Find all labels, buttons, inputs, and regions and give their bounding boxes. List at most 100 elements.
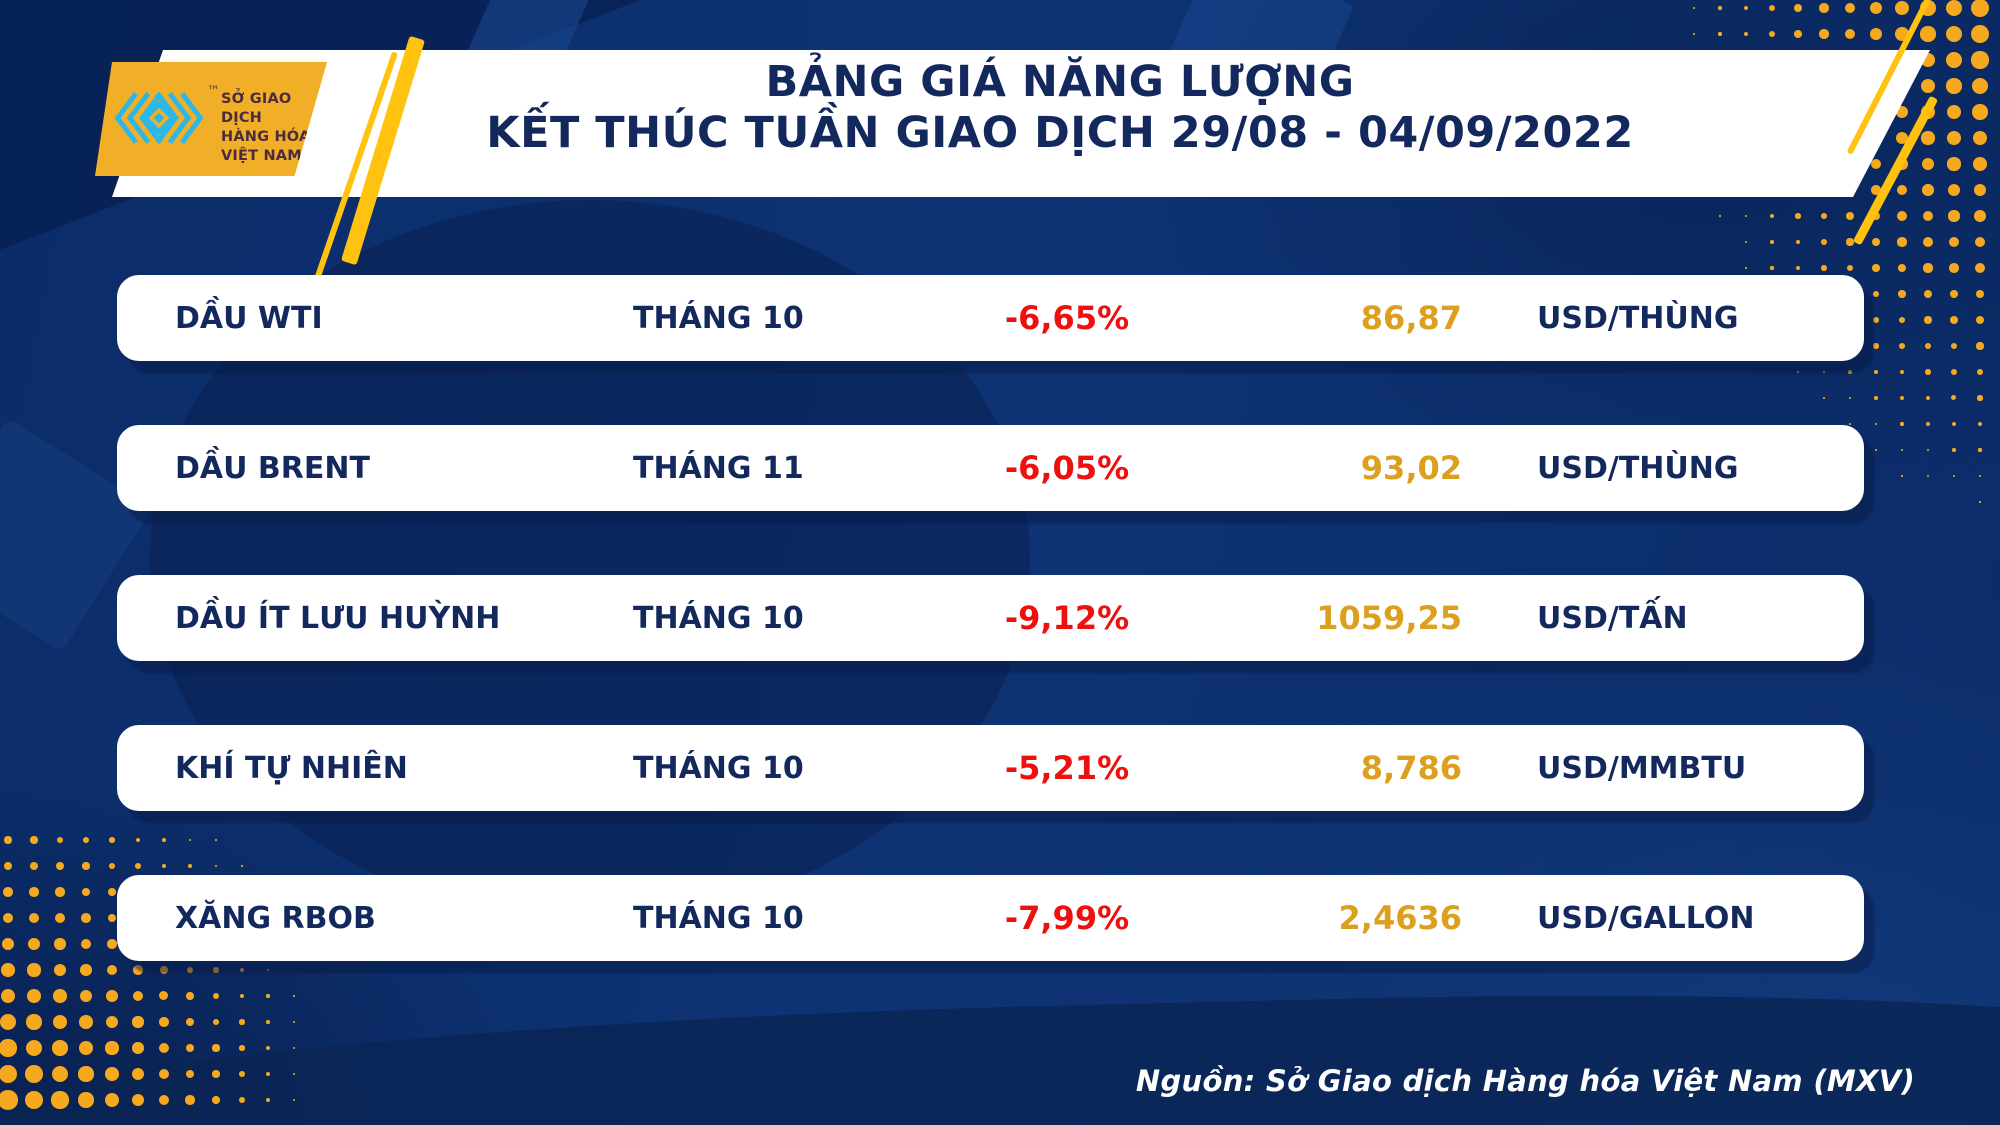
halftone-dot	[28, 938, 40, 950]
halftone-dot	[1693, 7, 1695, 9]
commodity-name: DẦU ÍT LƯU HUỲNH	[175, 600, 501, 636]
halftone-dot	[135, 863, 141, 869]
halftone-dot	[1849, 423, 1851, 425]
percent-change: -9,12%	[1004, 599, 1130, 637]
halftone-dot	[1844, 28, 1856, 40]
halftone-dot	[1820, 238, 1828, 246]
halftone-dot	[1846, 264, 1854, 272]
logo-line: SỞ GIAO DỊCH	[221, 91, 292, 127]
percent-change: -6,65%	[1004, 299, 1130, 337]
halftone-dot	[1950, 342, 1958, 350]
table-row: XĂNG RBOB THÁNG 10 -7,99% 2,4636 USD/GAL…	[117, 875, 1864, 961]
halftone-dot	[1922, 184, 1934, 196]
halftone-dot	[158, 1042, 170, 1054]
halftone-dot	[1846, 238, 1854, 246]
halftone-dot	[266, 1046, 270, 1050]
price-value: 1059,25	[1316, 599, 1462, 637]
halftone-dot	[1971, 77, 1989, 95]
halftone-dot	[1925, 395, 1931, 401]
halftone-dot	[1947, 157, 1961, 171]
halftone-dot	[1974, 210, 1986, 222]
halftone-dot	[1975, 289, 1985, 299]
halftone-dot	[1718, 32, 1722, 36]
halftone-dot	[1869, 1, 1883, 15]
halftone-dot	[1925, 369, 1931, 375]
commodity-name: KHÍ TỰ NHIÊN	[175, 750, 408, 786]
halftone-dot	[1848, 396, 1852, 400]
halftone-dot	[1795, 239, 1801, 245]
contract-month: THÁNG 11	[633, 450, 804, 486]
halftone-dot	[1, 937, 15, 951]
halftone-dot	[1897, 211, 1907, 221]
halftone-dot	[53, 963, 67, 977]
halftone-dot	[133, 965, 143, 975]
halftone-dot	[1896, 132, 1908, 144]
halftone-dot	[1871, 185, 1881, 195]
halftone-dot	[1770, 266, 1774, 270]
halftone-dot	[161, 863, 167, 869]
halftone-dot	[1873, 343, 1879, 349]
halftone-dot	[1952, 474, 1956, 478]
halftone-dot	[1718, 6, 1722, 10]
table-row: DẦU BRENT THÁNG 11 -6,05% 93,02 USD/THÙN…	[117, 425, 1864, 511]
halftone-dot	[1819, 29, 1829, 39]
halftone-dot	[1974, 236, 1986, 248]
halftone-dot	[80, 964, 92, 976]
halftone-dot	[51, 1091, 69, 1109]
halftone-dot	[132, 1016, 144, 1028]
halftone-dot	[28, 912, 40, 924]
halftone-dot	[135, 837, 141, 843]
halftone-dot	[1900, 422, 1904, 426]
halftone-dot	[1971, 51, 1989, 69]
halftone-dot	[213, 967, 219, 973]
halftone-dot	[0, 1014, 16, 1030]
halftone-dot	[78, 1092, 94, 1108]
halftone-dot	[131, 1067, 145, 1081]
halftone-dot	[292, 1098, 296, 1102]
halftone-dot	[1873, 317, 1879, 323]
halftone-dot	[1975, 263, 1985, 273]
halftone-dot	[1946, 104, 1962, 120]
halftone-dot	[1870, 158, 1882, 170]
halftone-dot	[1921, 157, 1935, 171]
halftone-dot	[1972, 130, 1988, 146]
halftone-dot	[293, 995, 295, 997]
price-value: 8,786	[1360, 749, 1462, 787]
halftone-dot	[1976, 342, 1984, 350]
halftone-dot	[1901, 475, 1903, 477]
halftone-dot	[1923, 263, 1933, 273]
halftone-dot	[53, 989, 67, 1003]
halftone-dot	[1977, 421, 1983, 427]
halftone-dot	[131, 1093, 145, 1107]
halftone-dot	[266, 994, 270, 998]
halftone-dot	[1872, 290, 1880, 298]
halftone-dot	[266, 1020, 270, 1024]
halftone-dot	[1945, 25, 1963, 43]
halftone-dot	[1899, 343, 1905, 349]
halftone-dot	[25, 1065, 43, 1083]
halftone-dot	[212, 1044, 220, 1052]
halftone-dot	[1923, 289, 1933, 299]
halftone-dot	[132, 1042, 144, 1054]
halftone-dot	[1948, 236, 1960, 248]
halftone-dot	[1844, 2, 1856, 14]
halftone-dot	[78, 1040, 94, 1056]
halftone-dot	[4, 836, 12, 844]
halftone-dot	[1975, 315, 1985, 325]
halftone-dot	[1972, 104, 1988, 120]
halftone-dot	[1769, 213, 1775, 219]
halftone-dot	[25, 1039, 43, 1057]
halftone-dot	[188, 838, 192, 842]
halftone-dot	[132, 990, 144, 1002]
halftone-dot	[1874, 396, 1878, 400]
halftone-dot	[1794, 30, 1802, 38]
table-row: DẦU ÍT LƯU HUỲNH THÁNG 10 -9,12% 1059,25…	[117, 575, 1864, 661]
halftone-dot	[1, 963, 15, 977]
halftone-dot	[212, 992, 220, 1000]
halftone-dot	[239, 967, 245, 973]
commodity-name: DẦU BRENT	[175, 450, 370, 486]
halftone-dot	[0, 988, 16, 1004]
halftone-dot	[292, 1020, 296, 1024]
halftone-dot	[1950, 316, 1958, 324]
halftone-dot	[79, 1015, 93, 1029]
